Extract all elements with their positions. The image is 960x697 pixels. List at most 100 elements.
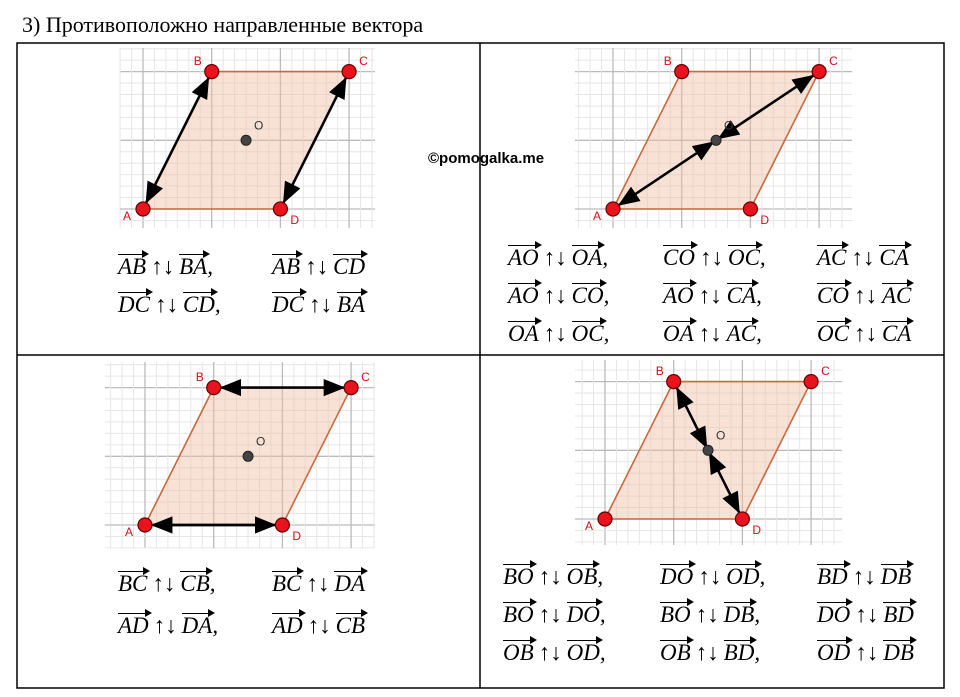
vector-name: AO	[663, 279, 697, 308]
vector-arrow	[279, 76, 347, 210]
relation-sign: ↑↓	[151, 254, 175, 279]
vertex-point	[274, 517, 290, 533]
vector-name: BC	[118, 567, 151, 596]
vector-name: AB	[272, 250, 304, 279]
vertex-point	[135, 201, 151, 217]
formula: AO ↑↓ OA,	[508, 241, 609, 271]
punctuation: ,	[214, 292, 221, 317]
relation-sign: ↑↓	[852, 564, 876, 589]
punctuation: ,	[207, 254, 213, 279]
vector-name: CA	[881, 317, 915, 346]
vector-name: DC	[118, 288, 153, 317]
vector-arrow	[672, 381, 708, 449]
formula: OD ↑↓ DB	[817, 636, 917, 666]
vector-name: CB	[335, 609, 369, 638]
point-label: B	[196, 370, 204, 384]
vector-name: OB	[566, 560, 600, 589]
point-label: B	[664, 54, 672, 68]
point-label: C	[821, 364, 830, 378]
formula: CO ↑↓ OC,	[663, 241, 766, 271]
vertex-point	[272, 201, 288, 217]
relation-sign: ↑↓	[855, 640, 879, 665]
vector-name: DC	[272, 288, 307, 317]
point-label: D	[760, 213, 769, 227]
vector-name: CD	[182, 288, 218, 317]
punctuation: ,	[754, 602, 761, 627]
punctuation: ,	[212, 613, 219, 638]
vector-name: AD	[118, 609, 152, 638]
punctuation: ,	[603, 321, 610, 346]
point-label: D	[752, 523, 761, 537]
formula: AD ↑↓ DA,	[118, 609, 219, 639]
vector-name: BO	[660, 598, 694, 627]
watermark: ©pomogalka.me	[428, 150, 545, 167]
relation-sign: ↑↓	[698, 283, 722, 308]
vector-name: OB	[503, 636, 537, 665]
vector-name: AC	[881, 279, 915, 308]
formula: AD ↑↓ CB	[272, 609, 369, 639]
punctuation: ,	[602, 245, 609, 270]
vector-name: OC	[817, 317, 852, 346]
vector-arrow	[717, 70, 820, 140]
point-label: C	[829, 54, 838, 68]
vector-name: BA	[179, 250, 211, 279]
vertex-point	[343, 380, 359, 396]
point-label: B	[194, 54, 202, 68]
point-label: O	[716, 428, 725, 442]
relation-sign: ↑↓	[543, 321, 567, 346]
relation-sign: ↑↓	[152, 571, 176, 596]
center-point	[242, 450, 254, 462]
center-point	[702, 444, 714, 456]
formula: DC ↑↓ BA	[272, 288, 369, 318]
point-label: A	[593, 209, 601, 223]
vector-name: DB	[723, 598, 757, 627]
vertex-point	[803, 374, 819, 390]
relation-sign: ↑↓	[699, 245, 723, 270]
center-point	[240, 134, 252, 146]
title: 3) Противоположно направленные вектора	[22, 12, 424, 37]
vector-name: OA	[571, 241, 605, 270]
vector-name: CA	[726, 279, 760, 308]
vector-name: CO	[571, 279, 607, 308]
formula: BO ↑↓ OB,	[503, 560, 603, 590]
vector-name: BO	[503, 560, 537, 589]
formula: OA ↑↓ AC,	[663, 317, 762, 347]
vector-arrow	[612, 141, 715, 210]
formula: AB ↑↓ BA,	[118, 250, 213, 280]
vector-name: BO	[503, 598, 537, 627]
point-label: D	[290, 213, 299, 227]
punctuation: ,	[759, 564, 766, 589]
formula: BC ↑↓ CB,	[118, 567, 216, 597]
vector-name: DA	[181, 609, 215, 638]
vertex-point	[742, 201, 759, 217]
vertex-point	[811, 63, 827, 80]
vector-name: AO	[508, 279, 542, 308]
vertex-point	[597, 511, 613, 527]
punctuation: ,	[599, 602, 606, 627]
vector-name: OD	[566, 636, 604, 665]
relation-sign: ↑↓	[308, 292, 332, 317]
vector-name: BA	[336, 288, 369, 317]
relation-sign: ↑↓	[851, 245, 875, 270]
formula: BD ↑↓ DB	[817, 560, 914, 590]
vertex-point	[674, 63, 690, 80]
formula: AC ↑↓ CA	[817, 241, 913, 271]
vertex-point	[734, 511, 751, 527]
relation-sign: ↑↓	[698, 564, 722, 589]
vector-name: OC	[571, 317, 607, 346]
vector-name: DB	[880, 560, 914, 589]
relation-sign: ↑↓	[853, 321, 877, 346]
vector-name: BD	[723, 636, 757, 665]
formula: OC ↑↓ CA	[817, 317, 915, 347]
formula: DO ↑↓ BD	[817, 598, 917, 628]
vector-name: CA	[879, 241, 913, 270]
point-label: B	[656, 364, 664, 378]
vector-name: CB	[180, 567, 214, 596]
relation-sign: ↑↓	[538, 564, 562, 589]
point-label: A	[585, 519, 593, 533]
point-label: D	[292, 529, 301, 543]
vector-name: CD	[333, 250, 369, 279]
vector-name: OD	[726, 560, 763, 589]
